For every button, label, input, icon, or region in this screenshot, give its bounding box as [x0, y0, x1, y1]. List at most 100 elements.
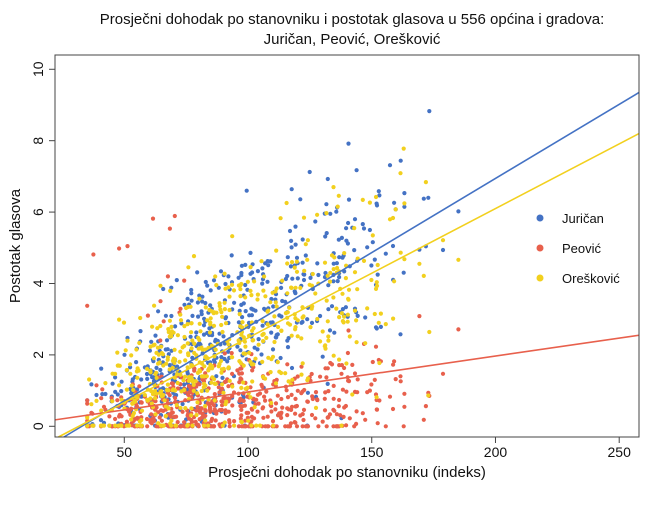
data-point	[131, 400, 136, 405]
data-point	[342, 365, 347, 371]
data-point	[285, 413, 290, 418]
data-point	[237, 371, 242, 376]
data-point	[355, 287, 360, 292]
data-point	[421, 417, 426, 422]
data-point	[196, 346, 201, 351]
data-point	[260, 281, 265, 286]
data-point	[194, 330, 199, 335]
data-point	[344, 361, 349, 366]
data-point	[163, 413, 168, 419]
data-point	[212, 381, 217, 386]
data-point	[248, 265, 253, 270]
data-point	[372, 257, 377, 262]
data-point	[274, 335, 279, 340]
data-point	[194, 412, 199, 418]
data-point	[310, 396, 315, 402]
data-point	[203, 305, 208, 310]
data-point	[154, 365, 159, 370]
data-point	[144, 416, 150, 422]
data-point	[158, 367, 163, 373]
data-point	[128, 371, 133, 376]
data-point	[273, 407, 278, 412]
data-point	[220, 375, 225, 380]
data-point	[299, 364, 304, 369]
data-point	[239, 273, 244, 278]
data-point	[249, 293, 254, 298]
data-point	[313, 390, 319, 395]
data-point	[113, 389, 118, 394]
data-point	[331, 261, 336, 266]
data-point	[113, 416, 118, 422]
data-point	[185, 322, 190, 327]
data-point	[299, 336, 304, 341]
data-point	[159, 344, 164, 349]
data-point	[370, 233, 375, 238]
data-point	[189, 406, 194, 411]
data-point	[369, 263, 374, 268]
data-point	[222, 300, 227, 305]
data-point	[355, 377, 360, 382]
data-point	[345, 241, 350, 246]
legend-label: Orešković	[562, 271, 620, 286]
data-point	[376, 320, 381, 325]
data-point	[300, 361, 305, 366]
data-point	[218, 307, 223, 312]
data-point	[295, 318, 300, 323]
data-point	[151, 356, 156, 361]
data-point	[236, 275, 241, 280]
data-point	[220, 403, 225, 408]
data-point	[280, 405, 285, 410]
x-tick-label: 50	[116, 444, 132, 460]
data-point	[283, 311, 288, 316]
data-point	[121, 320, 127, 325]
data-point	[289, 365, 295, 371]
data-point	[440, 247, 446, 253]
data-point	[147, 348, 152, 353]
data-point	[100, 387, 105, 392]
data-point	[169, 313, 174, 319]
data-point	[269, 409, 274, 414]
legend-label: Juričan	[562, 211, 604, 226]
data-point	[337, 363, 342, 368]
data-point	[229, 351, 234, 356]
data-point	[325, 319, 330, 324]
data-point	[331, 396, 336, 401]
data-point	[239, 407, 244, 412]
data-point	[345, 319, 350, 324]
data-point	[197, 296, 202, 301]
data-point	[208, 316, 213, 321]
data-point	[341, 414, 346, 419]
data-point	[178, 349, 183, 354]
data-point	[341, 320, 346, 325]
data-point	[339, 371, 344, 376]
data-point	[398, 332, 403, 337]
data-point	[195, 400, 200, 405]
data-point	[190, 313, 195, 318]
data-point	[241, 363, 246, 368]
data-point	[239, 413, 244, 418]
y-axis-label: Postotak glasova	[7, 188, 24, 303]
data-point	[287, 424, 292, 429]
data-point	[125, 244, 130, 249]
plot-area	[54, 91, 640, 438]
data-point	[332, 330, 337, 335]
y-tick-label: 4	[30, 279, 46, 287]
data-point	[332, 408, 337, 413]
data-point	[335, 279, 340, 284]
data-point	[241, 380, 246, 385]
data-point	[295, 374, 300, 379]
data-point	[263, 398, 268, 403]
data-point	[402, 391, 407, 396]
data-point	[264, 335, 269, 340]
data-point	[293, 291, 298, 296]
data-point	[173, 395, 178, 401]
data-point	[115, 363, 120, 368]
data-point	[189, 418, 194, 423]
data-point	[203, 408, 208, 413]
data-point	[150, 216, 156, 221]
data-point	[197, 321, 202, 326]
data-point	[307, 169, 312, 175]
data-point	[178, 318, 184, 323]
data-point	[325, 273, 330, 278]
data-point	[226, 342, 231, 347]
